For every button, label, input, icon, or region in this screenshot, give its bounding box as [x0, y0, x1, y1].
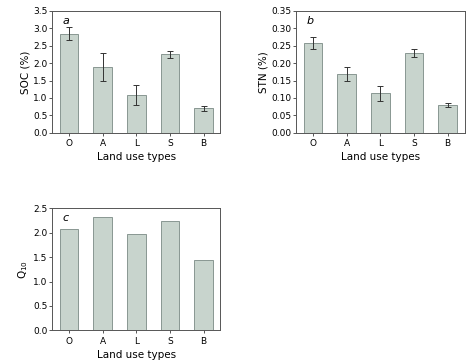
Bar	[161, 54, 179, 133]
Text: c: c	[62, 213, 68, 223]
Bar	[93, 67, 112, 133]
Bar	[161, 221, 179, 330]
Bar	[60, 229, 78, 330]
Bar	[371, 93, 390, 133]
Bar	[127, 95, 146, 133]
Bar	[405, 53, 423, 133]
Bar	[438, 105, 457, 133]
Y-axis label: STN (%): STN (%)	[258, 51, 268, 93]
X-axis label: Land use types: Land use types	[97, 350, 176, 360]
Text: b: b	[306, 16, 313, 26]
Bar	[337, 74, 356, 133]
X-axis label: Land use types: Land use types	[341, 152, 420, 162]
Text: a: a	[62, 16, 69, 26]
Bar	[304, 43, 322, 133]
Bar	[60, 33, 78, 133]
X-axis label: Land use types: Land use types	[97, 152, 176, 162]
Bar	[127, 234, 146, 330]
Y-axis label: SOC (%): SOC (%)	[20, 50, 30, 94]
Bar	[93, 217, 112, 330]
Y-axis label: Q$_{10}$: Q$_{10}$	[16, 260, 30, 279]
Bar	[194, 260, 213, 330]
Bar	[194, 109, 213, 133]
